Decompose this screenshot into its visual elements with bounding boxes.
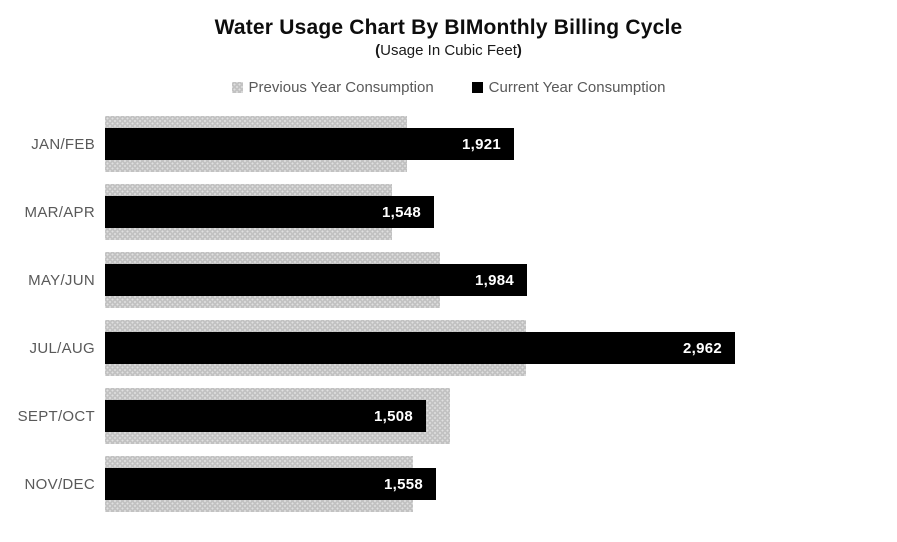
- category-label-sept-oct: SEPT/OCT: [17, 407, 95, 425]
- chart-title: Water Usage Chart By BIMonthly Billing C…: [214, 16, 683, 39]
- value-label-mar-apr: 1,548: [381, 203, 421, 221]
- subtitle-open-paren: (: [375, 42, 381, 59]
- value-label-sept-oct: 1,508: [373, 407, 413, 425]
- category-label-may-jun: MAY/JUN: [28, 271, 95, 289]
- category-label-jul-aug: JUL/AUG: [29, 339, 95, 357]
- chart-row-mar-apr: MAR/APR 1,548: [0, 184, 897, 240]
- legend-label-current-year: Current Year Consumption: [488, 78, 666, 96]
- legend: Previous Year Consumption Current Year C…: [0, 77, 897, 97]
- chart-row-sept-oct: SEPT/OCT 1,508: [0, 388, 897, 444]
- chart-row-nov-dec: NOV/DEC 1,558: [0, 456, 897, 512]
- current-year-bar-jan-feb[interactable]: 1,921: [105, 128, 514, 160]
- previous-year-bar-jan-feb[interactable]: [105, 116, 407, 172]
- legend-item-previous-year[interactable]: Previous Year Consumption: [231, 78, 434, 96]
- category-label-jan-feb: JAN/FEB: [31, 135, 95, 153]
- category-label-mar-apr: MAR/APR: [24, 203, 95, 221]
- legend-item-current-year[interactable]: Current Year Consumption: [471, 78, 666, 96]
- chart-row-jul-aug: JUL/AUG 2,962: [0, 320, 897, 376]
- current-year-bar-nov-dec[interactable]: 1,558: [105, 468, 436, 500]
- value-label-jul-aug: 2,962: [682, 339, 722, 357]
- value-label-jan-feb: 1,921: [461, 135, 501, 153]
- previous-year-swatch-icon: [231, 81, 243, 93]
- current-year-swatch-icon: [471, 81, 483, 93]
- value-label-nov-dec: 1,558: [383, 475, 423, 493]
- category-label-nov-dec: NOV/DEC: [24, 475, 95, 493]
- plot-area: JAN/FEB 1,921 MAR/APR 1,548 MAY/JUN 1,984 JUL/…: [0, 116, 897, 512]
- current-year-bar-jul-aug[interactable]: 2,962: [105, 332, 735, 364]
- value-label-may-jun: 1,984: [474, 271, 514, 289]
- legend-label-previous-year: Previous Year Consumption: [248, 78, 434, 96]
- current-year-bar-sept-oct[interactable]: 1,508: [105, 400, 426, 432]
- current-year-bar-mar-apr[interactable]: 1,548: [105, 196, 434, 228]
- current-year-bar-may-jun[interactable]: 1,984: [105, 264, 527, 296]
- chart-row-jan-feb: JAN/FEB 1,921: [0, 116, 897, 172]
- subtitle-text: Usage In Cubic Feet: [380, 42, 517, 59]
- chart-row-may-jun: MAY/JUN 1,984: [0, 252, 897, 308]
- subtitle-close-paren: ): [516, 42, 522, 59]
- chart-subtitle: (Usage In Cubic Feet): [0, 41, 897, 60]
